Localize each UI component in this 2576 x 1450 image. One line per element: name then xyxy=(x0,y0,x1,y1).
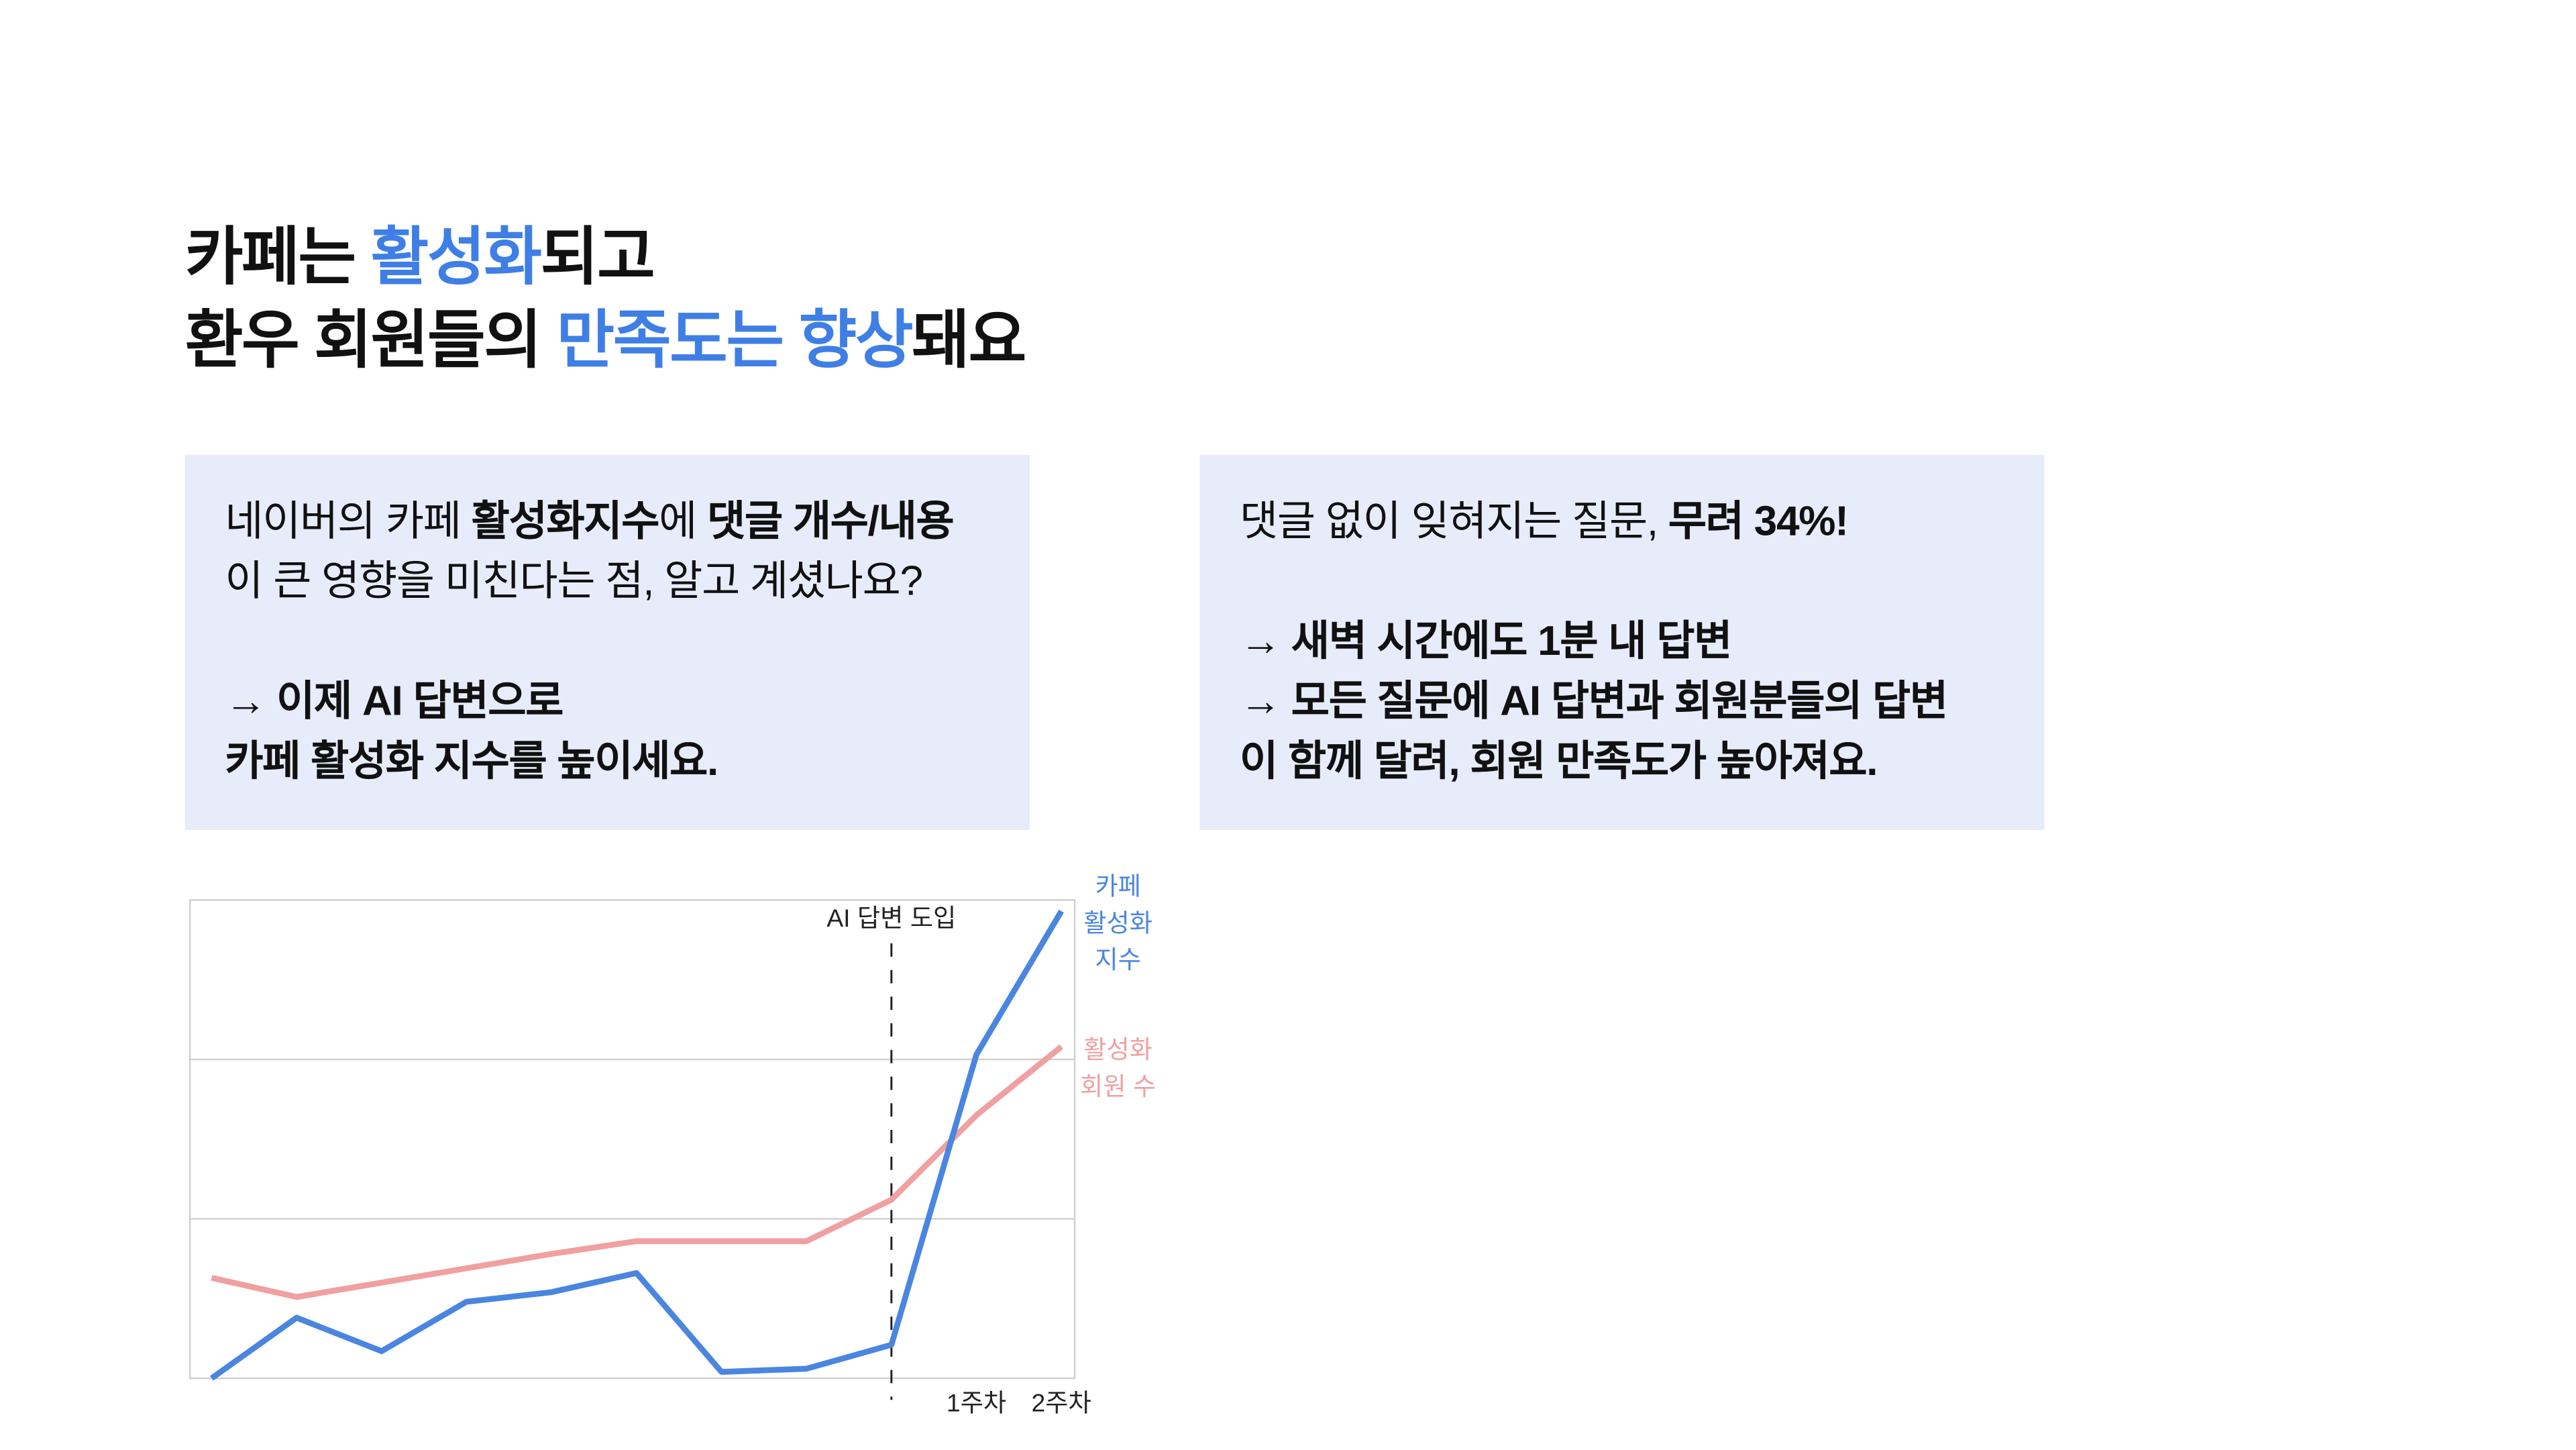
text: 네이버의 카페 xyxy=(225,498,462,546)
highlight: 활성화 xyxy=(370,223,543,294)
series-line xyxy=(211,1044,1063,1300)
bold-text: → 모든 질문에 AI 답변과 회원분들의 답변 xyxy=(1239,678,1948,725)
text: 이 큰 영향을 미친다는 점, 알고 계셨나요? xyxy=(225,558,923,605)
series-label: 카페 xyxy=(1095,872,1141,900)
text: 에 xyxy=(659,498,697,546)
bold-text: → 새벽 시간에도 1분 내 답변 xyxy=(1239,618,1732,666)
text: 카페는 xyxy=(184,223,357,294)
text: 환우 회원들의 xyxy=(184,307,542,377)
series-label: 활성화 xyxy=(1083,1035,1152,1064)
x-tick-label: 1주차 xyxy=(947,1389,1006,1417)
event-label: AI 답변 도입 xyxy=(826,904,956,932)
bold-text: 무려 34%! xyxy=(1668,498,1849,546)
x-tick-label: 2주차 xyxy=(1032,1389,1091,1417)
series-line xyxy=(209,909,1064,1381)
text: 돼요 xyxy=(912,307,1026,377)
text: 댓글 없이 잊혀지는 질문, xyxy=(1239,498,1658,546)
headline-line: 환우 회원들의 만족도는 향상돼요 xyxy=(184,300,1027,383)
bold-text: 활성화지수 xyxy=(471,498,660,546)
bold-text: 이 함께 달려, 회원 만족도가 높아져요. xyxy=(1239,738,1878,785)
headline-line: 카페는 활성화되고 xyxy=(185,217,1025,300)
info-card: 댓글 없이 잊혀지는 질문, 무려 34%! → 새벽 시간에도 1분 내 답변… xyxy=(1199,455,2045,830)
text: 되고 xyxy=(540,223,655,294)
series-label: 활성화 xyxy=(1083,909,1152,937)
bold-text: 댓글 개수/내용 xyxy=(707,498,955,546)
bold-text: 카페 활성화 지수를 높이세요. xyxy=(225,738,718,785)
highlight: 만족도는 xyxy=(556,307,784,377)
info-card: 네이버의 카페 활성화지수에 댓글 개수/내용 이 큰 영향을 미친다는 점, … xyxy=(184,455,1030,830)
bold-text: → 이제 AI 답변으로 xyxy=(225,678,564,725)
highlight: 향상 xyxy=(798,307,913,377)
plot-frame xyxy=(189,899,1076,1380)
series-label: 회원 수 xyxy=(1080,1072,1156,1100)
series-label: 지수 xyxy=(1095,945,1141,974)
headline: 카페는 활성화되고 환우 회원들의 만족도는 향상돼요 xyxy=(184,217,1027,383)
